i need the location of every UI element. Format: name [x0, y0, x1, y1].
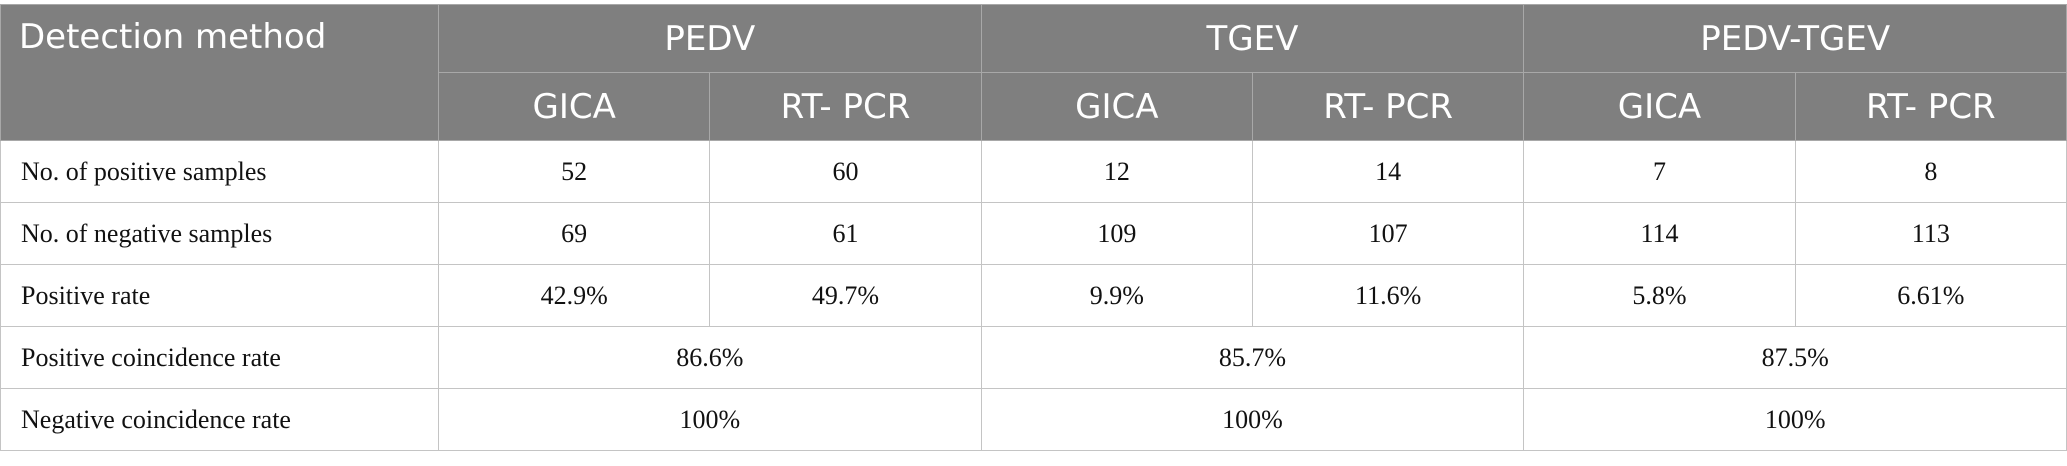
table-cell: 100%: [980, 388, 1525, 451]
table-cell: 6.61%: [1794, 264, 2067, 327]
table-row: No. of negative samples 69 61 109 107 114 113: [0, 202, 2067, 265]
sub-header: RT- PCR: [1251, 72, 1525, 141]
table-cell: 86.6%: [438, 326, 982, 389]
sub-header: GICA: [980, 72, 1253, 141]
table-cell: 85.7%: [980, 326, 1525, 389]
row-label: No. of positive samples: [0, 140, 439, 203]
table-cell: 5.8%: [1523, 264, 1796, 327]
table-cell: 60: [709, 140, 982, 203]
header-row: Detection method PEDV TGEV PEDV-TGEV: [0, 4, 2067, 141]
group-header: TGEV: [980, 4, 1525, 73]
row-label: Positive coincidence rate: [0, 326, 439, 389]
table-row: Positive rate 42.9% 49.7% 9.9% 11.6% 5.8% 6.61…: [0, 264, 2067, 327]
subheader-row: GICA RT- PCR GICA RT- PCR GICA RT- PCR: [1, 72, 2067, 141]
table-cell: 8: [1794, 140, 2067, 203]
table-cell: 61: [709, 202, 982, 265]
table-cell: 87.5%: [1523, 326, 2067, 389]
sub-header: RT- PCR: [709, 72, 982, 141]
table-cell: 49.7%: [709, 264, 982, 327]
table-cell: 69: [437, 202, 711, 265]
table-cell: 107: [1251, 202, 1525, 265]
group-header: PEDV: [438, 4, 982, 73]
table-cell: 113: [1794, 202, 2067, 265]
data-table: Detection method PEDV TGEV PEDV-TGEV GICA RT-…: [0, 4, 2067, 451]
table-cell: 14: [1251, 140, 1525, 203]
row-label: No. of negative samples: [0, 202, 439, 265]
table-row: No. of positive samples 52 60 12 14 7 8: [0, 140, 2067, 203]
table-row: Positive coincidence rate 86.6% 85.7% 87.5%: [0, 326, 2067, 389]
row-label: Positive rate: [0, 264, 439, 327]
table-cell: 7: [1523, 140, 1796, 203]
corner-header: Detection method: [0, 4, 439, 141]
group-header: PEDV-TGEV: [1523, 4, 2067, 73]
sub-header: RT- PCR: [1794, 72, 2067, 141]
sub-header: GICA: [1523, 72, 1796, 141]
table-cell: 9.9%: [980, 264, 1253, 327]
table-cell: 100%: [1523, 388, 2067, 451]
sub-header: GICA: [437, 72, 711, 141]
table-cell: 100%: [438, 388, 982, 451]
table-cell: 12: [980, 140, 1253, 203]
table-cell: 11.6%: [1251, 264, 1525, 327]
table-cell: 109: [980, 202, 1253, 265]
table-cell: 114: [1523, 202, 1796, 265]
row-label: Negative coincidence rate: [0, 388, 439, 451]
table-row: Negative coincidence rate 100% 100% 100%: [0, 388, 2067, 451]
table-cell: 42.9%: [437, 264, 711, 327]
table-cell: 52: [437, 140, 711, 203]
table-container: Detection method PEDV TGEV PEDV-TGEV GICA RT-…: [0, 4, 2067, 451]
